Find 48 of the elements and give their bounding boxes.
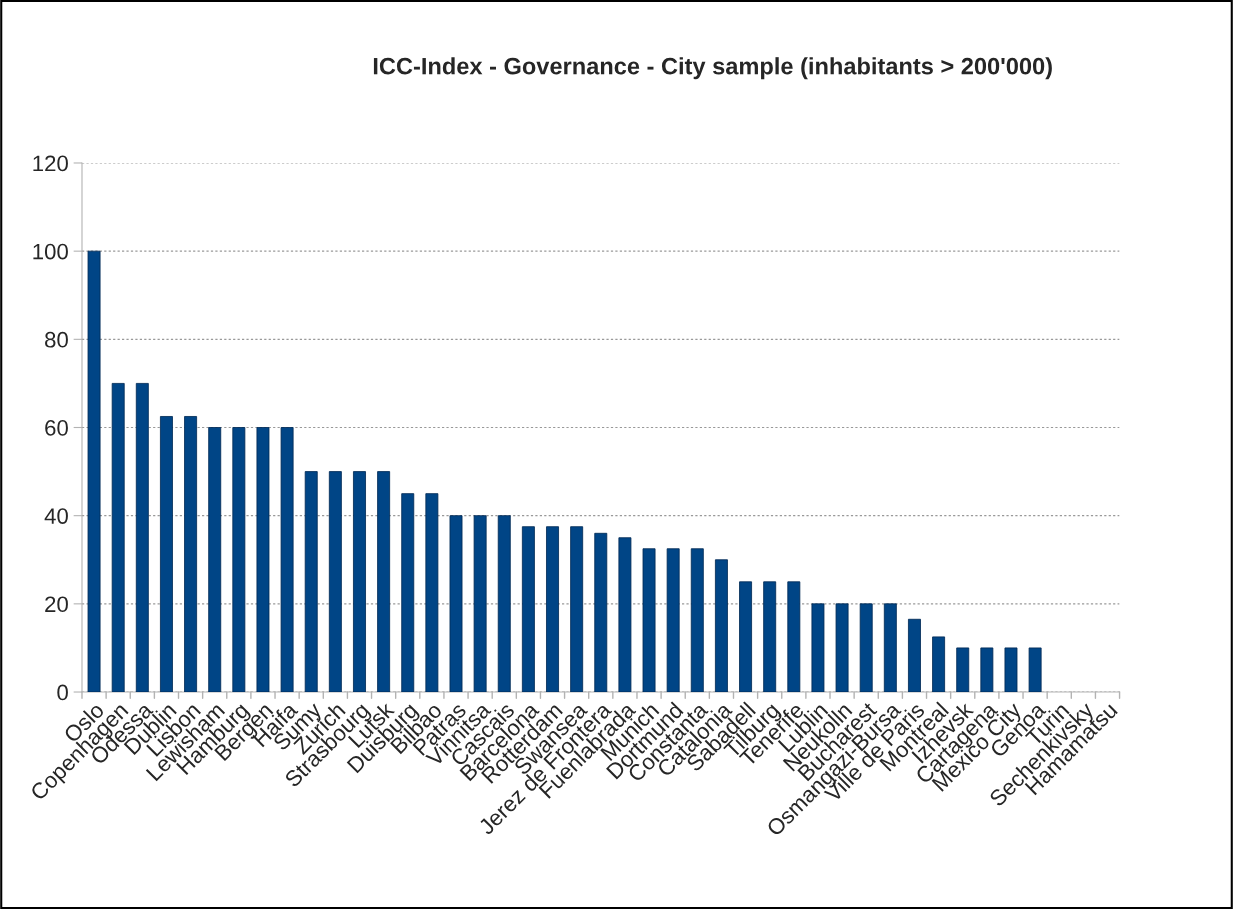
bar <box>763 581 777 693</box>
bar <box>353 471 366 693</box>
bar <box>594 532 608 693</box>
bar <box>666 548 680 693</box>
bar <box>473 515 487 693</box>
bar <box>449 515 463 693</box>
bar <box>111 383 125 693</box>
y-tick-label: 40 <box>44 508 68 524</box>
y-tick-label: 80 <box>45 331 68 348</box>
bar <box>208 427 222 693</box>
bar <box>184 416 198 693</box>
bar <box>859 603 873 693</box>
bar <box>1028 647 1042 693</box>
y-tick-label: 60 <box>45 420 68 436</box>
bar <box>932 636 946 693</box>
bar <box>690 548 704 693</box>
bar <box>1004 647 1018 693</box>
bar <box>811 603 825 693</box>
bar <box>304 471 318 693</box>
bar <box>618 537 632 693</box>
bar <box>425 493 439 693</box>
bar <box>642 548 656 693</box>
bar <box>377 471 391 693</box>
bar <box>280 427 294 693</box>
bar <box>980 647 994 693</box>
bar <box>570 526 584 693</box>
y-tick-label: 20 <box>45 596 68 613</box>
bar <box>497 515 511 693</box>
y-tick-label: 100 <box>33 243 68 260</box>
bar <box>787 581 801 693</box>
bar <box>87 250 101 693</box>
bar <box>328 471 342 693</box>
bar <box>256 427 270 693</box>
bar <box>521 526 535 693</box>
bar <box>401 493 415 693</box>
bar <box>739 581 753 693</box>
bar <box>835 603 849 693</box>
y-tick-label: 0 <box>57 684 68 701</box>
bar <box>135 383 149 693</box>
bar <box>546 526 559 693</box>
chart-title: ICC-Index - Governance - City sample (inhabitants > 200'000) <box>373 57 1052 80</box>
bar <box>883 603 897 693</box>
bar <box>160 416 173 693</box>
bar <box>908 618 921 693</box>
y-tick-label: 120 <box>33 155 68 172</box>
bar <box>956 647 970 693</box>
bar <box>232 427 246 693</box>
bar <box>714 559 728 693</box>
